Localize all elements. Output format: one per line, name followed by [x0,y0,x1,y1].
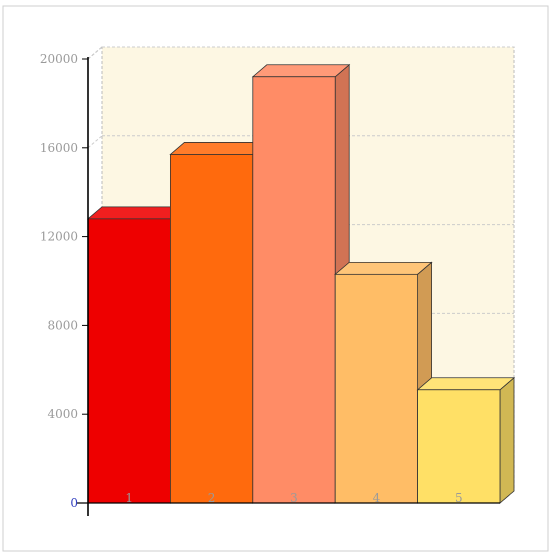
bar-2 [169,141,268,504]
x-tick-label: 2 [208,491,216,505]
bar-3 [251,63,351,504]
x-tick-label: 3 [290,491,298,505]
bar-top [334,261,433,275]
bar-5 [416,376,516,504]
gridline-diagonal [87,46,103,60]
bar-top [416,377,516,391]
bar-1 [86,205,186,504]
y-tick-label: 8000 [47,318,78,332]
bars [86,63,516,504]
bar-top [251,64,351,78]
axes [76,57,500,516]
y-tick-label: 12000 [40,230,78,244]
gridline-diagonal [87,135,103,149]
y-axis-tick-labels: 0 4000 8000 12000 16000 20000 [40,52,78,510]
x-axis-tick-labels: 1 2 3 4 5 [125,491,462,505]
bar-side [499,376,515,504]
bar-4 [334,261,433,504]
bar [169,154,254,504]
x-tick-label: 5 [455,491,463,505]
bar-top [86,206,186,220]
y-tick-label: 0 [70,496,78,510]
x-tick-label: 1 [125,491,133,505]
bar [87,218,171,504]
bar [252,76,336,504]
y-tick-label: 16000 [40,141,78,155]
bar [417,389,501,504]
y-tick-label: 4000 [47,407,78,421]
bar-top [169,142,268,155]
x-tick-label: 4 [373,491,381,505]
bar [334,273,419,504]
y-tick-label: 20000 [40,52,78,66]
